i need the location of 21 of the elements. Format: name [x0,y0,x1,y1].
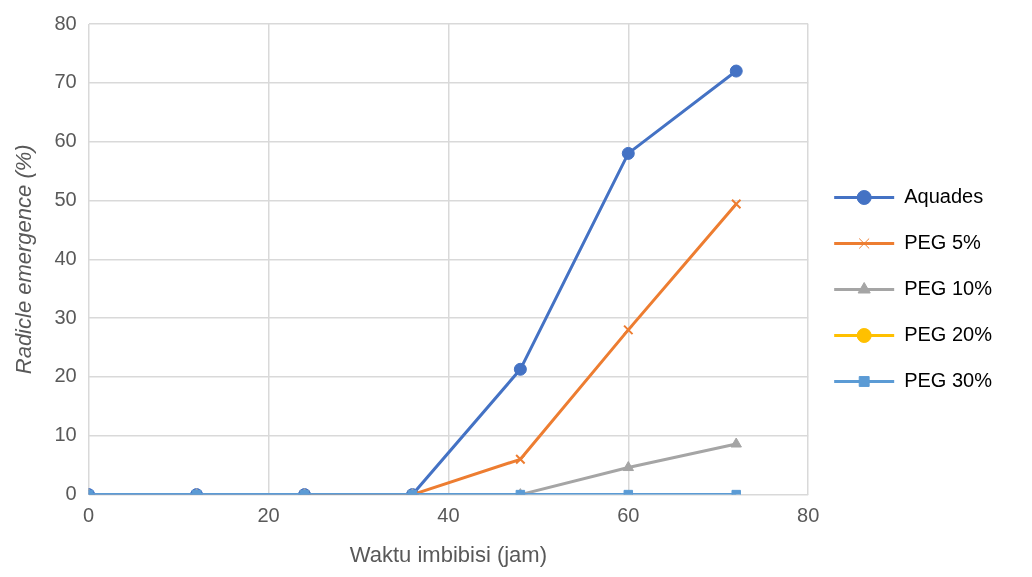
x-tick-label: 80 [797,504,820,527]
x-tick-label: 60 [617,504,640,527]
y-tick-label: 30 [54,305,77,328]
y-tick-label: 60 [54,129,77,152]
legend-label: PEG 20% [904,323,993,346]
x-axis-title: Waktu imbibisi (jam) [349,541,548,567]
y-tick-label: 40 [54,246,77,269]
legend-label: PEG 30% [904,369,993,392]
y-tick-label: 10 [54,423,77,446]
y-axis-title: Radicle emergence (%) [11,144,37,375]
x-tick-label: 0 [83,504,95,527]
y-tick-label: 20 [54,364,77,387]
y-tick-label: 80 [54,11,77,34]
x-tick-label: 20 [257,504,280,527]
y-tick-label: 70 [54,70,77,93]
y-tick-label: 0 [65,482,77,505]
y-tick-label: 50 [54,187,77,210]
legend-label: Aquades [904,185,984,208]
legend-label: PEG 5% [904,231,982,254]
x-tick-label: 40 [437,504,460,527]
legend-label: PEG 10% [904,277,993,300]
